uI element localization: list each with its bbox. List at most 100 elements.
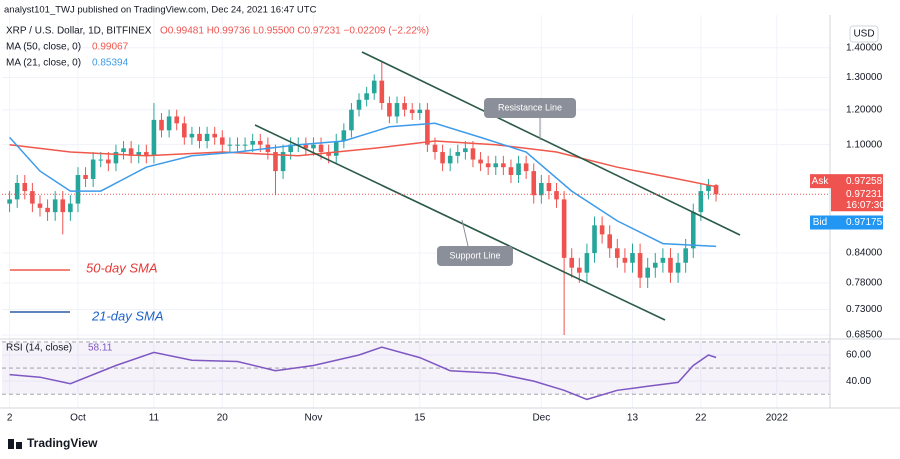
candle-body <box>622 257 628 263</box>
x-tick-label: 20 <box>217 413 229 424</box>
candle-body <box>136 152 142 156</box>
candle-body <box>189 133 195 138</box>
candle-body <box>425 109 430 145</box>
ohlc-legend: O0.99481 H0.99736 L0.95500 C0.97231 −0.0… <box>160 26 429 37</box>
callout-box <box>484 98 576 118</box>
candle-body <box>501 163 506 168</box>
candle-body <box>394 103 400 117</box>
candle-body <box>539 182 544 196</box>
candle-body <box>52 199 58 213</box>
callout-label: Resistance Line <box>498 102 562 112</box>
candle-body <box>387 103 392 117</box>
candle-body <box>182 123 187 138</box>
candle-body <box>144 152 149 156</box>
candle-body <box>645 267 650 278</box>
price-tag <box>831 215 883 230</box>
candle-body <box>690 212 696 249</box>
candle-body <box>516 163 521 176</box>
x-tick-label: 22 <box>695 413 707 424</box>
y-tick-label: 0.84000 <box>846 248 883 259</box>
candle-body <box>326 152 331 156</box>
rsi-legend: RSI (14, close) <box>6 343 72 354</box>
candle-body <box>68 203 73 213</box>
resistance-trend-line <box>361 51 741 236</box>
candle-body <box>311 144 316 149</box>
candle-body <box>90 159 96 179</box>
candle-body <box>151 119 157 156</box>
candle-body <box>713 185 719 195</box>
logo-mark <box>16 442 22 449</box>
candle-body <box>333 141 339 156</box>
candle-body <box>159 119 164 131</box>
y-tick-label: 1.30000 <box>846 72 883 83</box>
y-tick-label: 60.00 <box>846 350 871 361</box>
logo-mark <box>8 439 14 449</box>
candle-body <box>637 253 643 278</box>
x-tick-label: 2 <box>7 413 13 424</box>
candle-body <box>288 144 293 153</box>
candle-body <box>463 148 468 153</box>
y-tick-label: 1.20000 <box>846 104 883 115</box>
candle-body <box>219 137 225 145</box>
candle-body <box>280 152 286 172</box>
candle-body <box>98 159 104 161</box>
candle-body <box>197 133 202 142</box>
candle-body <box>60 199 66 213</box>
plot <box>7 62 719 401</box>
candle-body <box>402 103 407 110</box>
candle-body <box>409 109 415 114</box>
candle-body <box>7 199 12 204</box>
candle-body <box>485 163 491 168</box>
candle-body <box>128 148 134 156</box>
candle-body <box>349 109 354 131</box>
price-tag <box>831 187 883 212</box>
candle-body <box>174 116 180 124</box>
x-tick-label: 15 <box>414 413 426 424</box>
candle-body <box>698 191 704 213</box>
price-tag-value: 0.97175 <box>846 217 883 228</box>
y-tick-label: 0.73000 <box>846 304 883 315</box>
candle-body <box>83 175 88 179</box>
candle-body <box>106 159 111 164</box>
candle-body <box>432 144 438 153</box>
ma-legend-value: 0.99067 <box>92 42 129 53</box>
line-series <box>9 346 717 401</box>
candle-body <box>204 133 210 142</box>
candle-body <box>242 144 248 146</box>
ma-legend-value: 0.85394 <box>92 58 129 69</box>
candle-body <box>660 257 666 263</box>
candle-body <box>569 257 575 268</box>
candle-body <box>599 225 605 235</box>
candle-body <box>478 159 483 164</box>
line-series <box>9 122 717 248</box>
x-tick-label: 11 <box>149 413 160 424</box>
price-tag-label-box <box>810 174 831 189</box>
currency-box[interactable] <box>849 25 879 43</box>
candle-body <box>14 182 20 200</box>
candle-body <box>371 80 377 94</box>
footer-text: TradingView <box>27 436 98 450</box>
price-tag <box>831 174 883 189</box>
candle-body <box>455 152 461 156</box>
candle-body <box>235 144 240 146</box>
support-trend-line <box>254 124 666 321</box>
x-tick-label: 13 <box>627 413 639 424</box>
candle-body <box>22 182 28 192</box>
rsi-legend-value: 58.11 <box>88 343 113 354</box>
candle-body <box>166 116 172 131</box>
candle-body <box>523 163 529 172</box>
x-tick-label: 2022 <box>766 413 789 424</box>
candle-body <box>470 148 476 160</box>
candle-body <box>113 152 119 164</box>
annotation-text: 21-day SMA <box>91 308 164 323</box>
candle-body <box>561 199 567 258</box>
candle-body <box>303 144 309 149</box>
y-tick-label: 40.00 <box>846 376 871 387</box>
callout-box <box>437 246 513 266</box>
price-tag-label-box <box>810 215 831 230</box>
candle-body <box>364 93 369 100</box>
price-tag-value: 0.97231 <box>846 189 883 200</box>
y-tick-label: 1.10000 <box>846 139 883 150</box>
candle-body <box>531 171 537 196</box>
